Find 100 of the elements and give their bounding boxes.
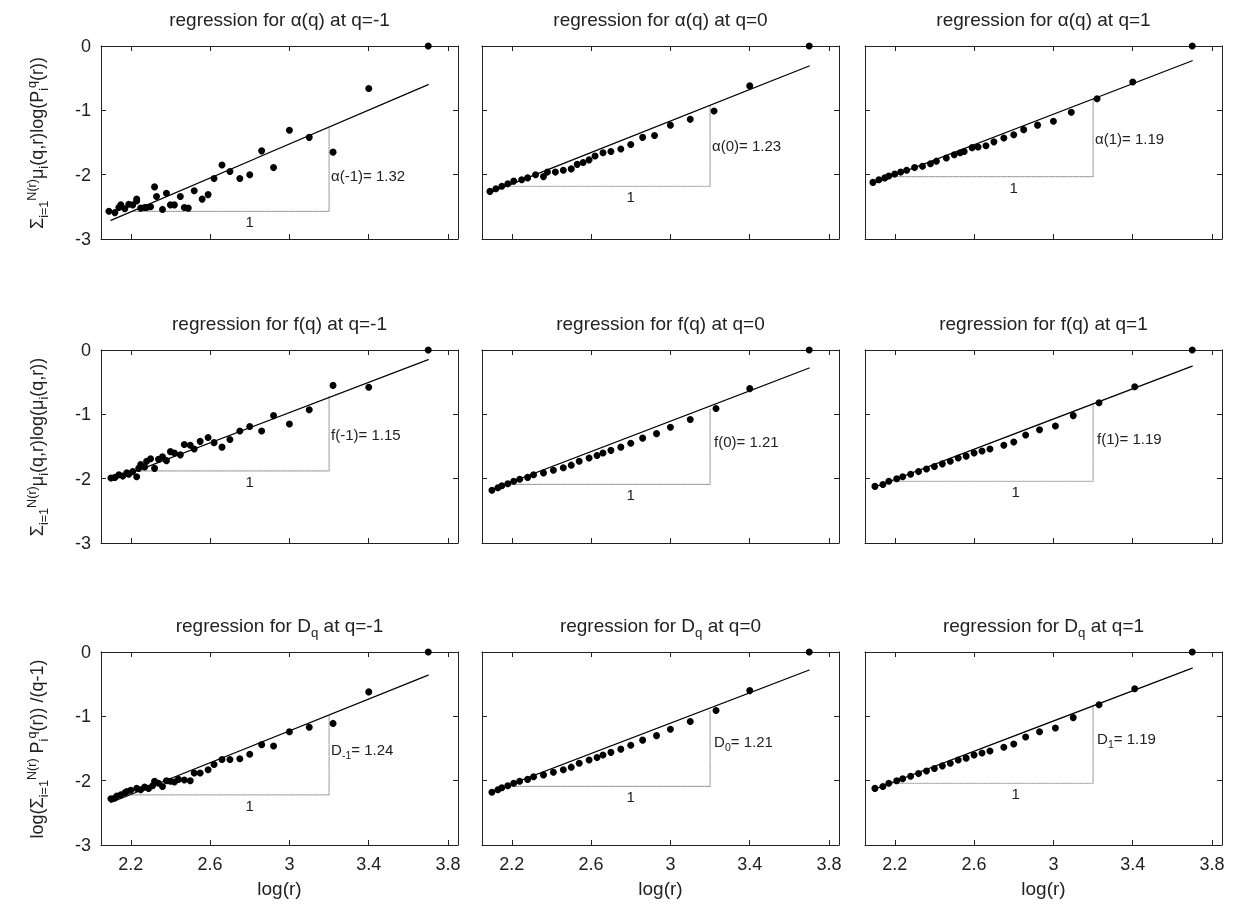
point <box>504 180 512 188</box>
chart-title: regression for D$_{q}$ at q=0 <box>558 615 763 641</box>
point <box>329 719 337 727</box>
point <box>559 166 567 174</box>
point <box>486 187 494 195</box>
point <box>498 784 506 792</box>
point <box>617 443 625 451</box>
point <box>198 195 206 203</box>
x-axis-title: log(r) <box>1020 878 1067 900</box>
point <box>875 176 883 184</box>
point <box>922 767 930 775</box>
point <box>1093 95 1101 103</box>
point <box>946 457 954 465</box>
point <box>930 764 938 772</box>
y-tick-label: -1 <box>74 404 91 425</box>
point <box>1069 714 1077 722</box>
point <box>907 470 915 478</box>
chart-title: regression for α(q) at q=-1 <box>168 9 391 31</box>
point <box>712 707 720 715</box>
point <box>579 158 587 166</box>
x-tick-label: 2.6 <box>578 854 604 874</box>
point <box>162 189 170 197</box>
y-tick-label: -1 <box>74 706 91 727</box>
point <box>593 754 601 761</box>
x-tick-label: 3.4 <box>1120 854 1146 874</box>
chart-title: regression for α(q) at q=1 <box>935 9 1152 31</box>
point <box>498 182 506 190</box>
annotation: α(-1)= 1.32 <box>331 166 406 185</box>
x-axis-title: log(r) <box>256 878 303 900</box>
point <box>653 430 661 438</box>
point <box>424 648 432 656</box>
x-tick-label: 2.6 <box>197 854 223 874</box>
point <box>1051 422 1059 430</box>
point <box>651 131 659 139</box>
point <box>158 782 166 790</box>
point <box>524 174 532 182</box>
point <box>639 736 647 744</box>
chart-title: regression for f(q) at q=1 <box>938 313 1149 335</box>
point <box>982 142 990 150</box>
point <box>559 766 567 774</box>
point <box>573 160 581 168</box>
point <box>158 205 166 213</box>
point <box>162 457 170 465</box>
point <box>236 427 244 435</box>
point <box>504 480 512 488</box>
point <box>196 769 204 777</box>
point <box>869 178 877 186</box>
point <box>899 775 907 783</box>
point <box>893 475 901 483</box>
y-tick-label: -1 <box>74 100 91 121</box>
point <box>1000 743 1008 751</box>
point <box>133 473 141 481</box>
point <box>607 148 615 155</box>
annotation: 1 <box>626 486 635 504</box>
point <box>962 452 970 460</box>
y-tick-label: -2 <box>74 468 91 489</box>
point <box>516 777 524 785</box>
point <box>879 480 887 488</box>
point <box>270 742 278 750</box>
point <box>938 460 946 468</box>
point <box>246 171 254 179</box>
point <box>226 167 234 175</box>
point <box>607 748 615 756</box>
x-tick-label: 3.8 <box>435 854 461 874</box>
point <box>627 439 635 447</box>
point <box>1067 108 1075 116</box>
point <box>190 445 198 453</box>
x-tick-label: 3.4 <box>356 854 382 874</box>
point <box>946 759 954 767</box>
point <box>559 464 567 472</box>
point <box>147 203 155 211</box>
point <box>498 482 506 490</box>
point <box>539 771 547 779</box>
x-tick-label: 3.4 <box>737 854 763 874</box>
chart-title: regression for f(q) at q=-1 <box>171 313 388 335</box>
point <box>885 477 893 485</box>
point <box>190 187 198 195</box>
point <box>911 164 919 172</box>
point <box>919 162 927 170</box>
point <box>915 468 923 476</box>
annotation: D$_{0}$= 1.21 <box>714 733 773 754</box>
y-tick-label: 0 <box>80 36 91 56</box>
point <box>1022 431 1030 439</box>
point <box>121 205 129 213</box>
point <box>938 762 946 770</box>
point <box>151 183 159 191</box>
point <box>504 782 512 790</box>
point <box>617 745 625 753</box>
annotation: 1 <box>626 188 635 206</box>
point <box>532 171 540 179</box>
point <box>954 454 962 462</box>
point <box>129 468 137 476</box>
point <box>1095 399 1103 407</box>
point <box>1020 126 1028 134</box>
point <box>539 469 547 477</box>
point <box>746 82 754 90</box>
point <box>922 465 930 473</box>
point <box>897 168 905 176</box>
x-tick-label: 2.2 <box>499 854 525 874</box>
point <box>204 433 212 441</box>
